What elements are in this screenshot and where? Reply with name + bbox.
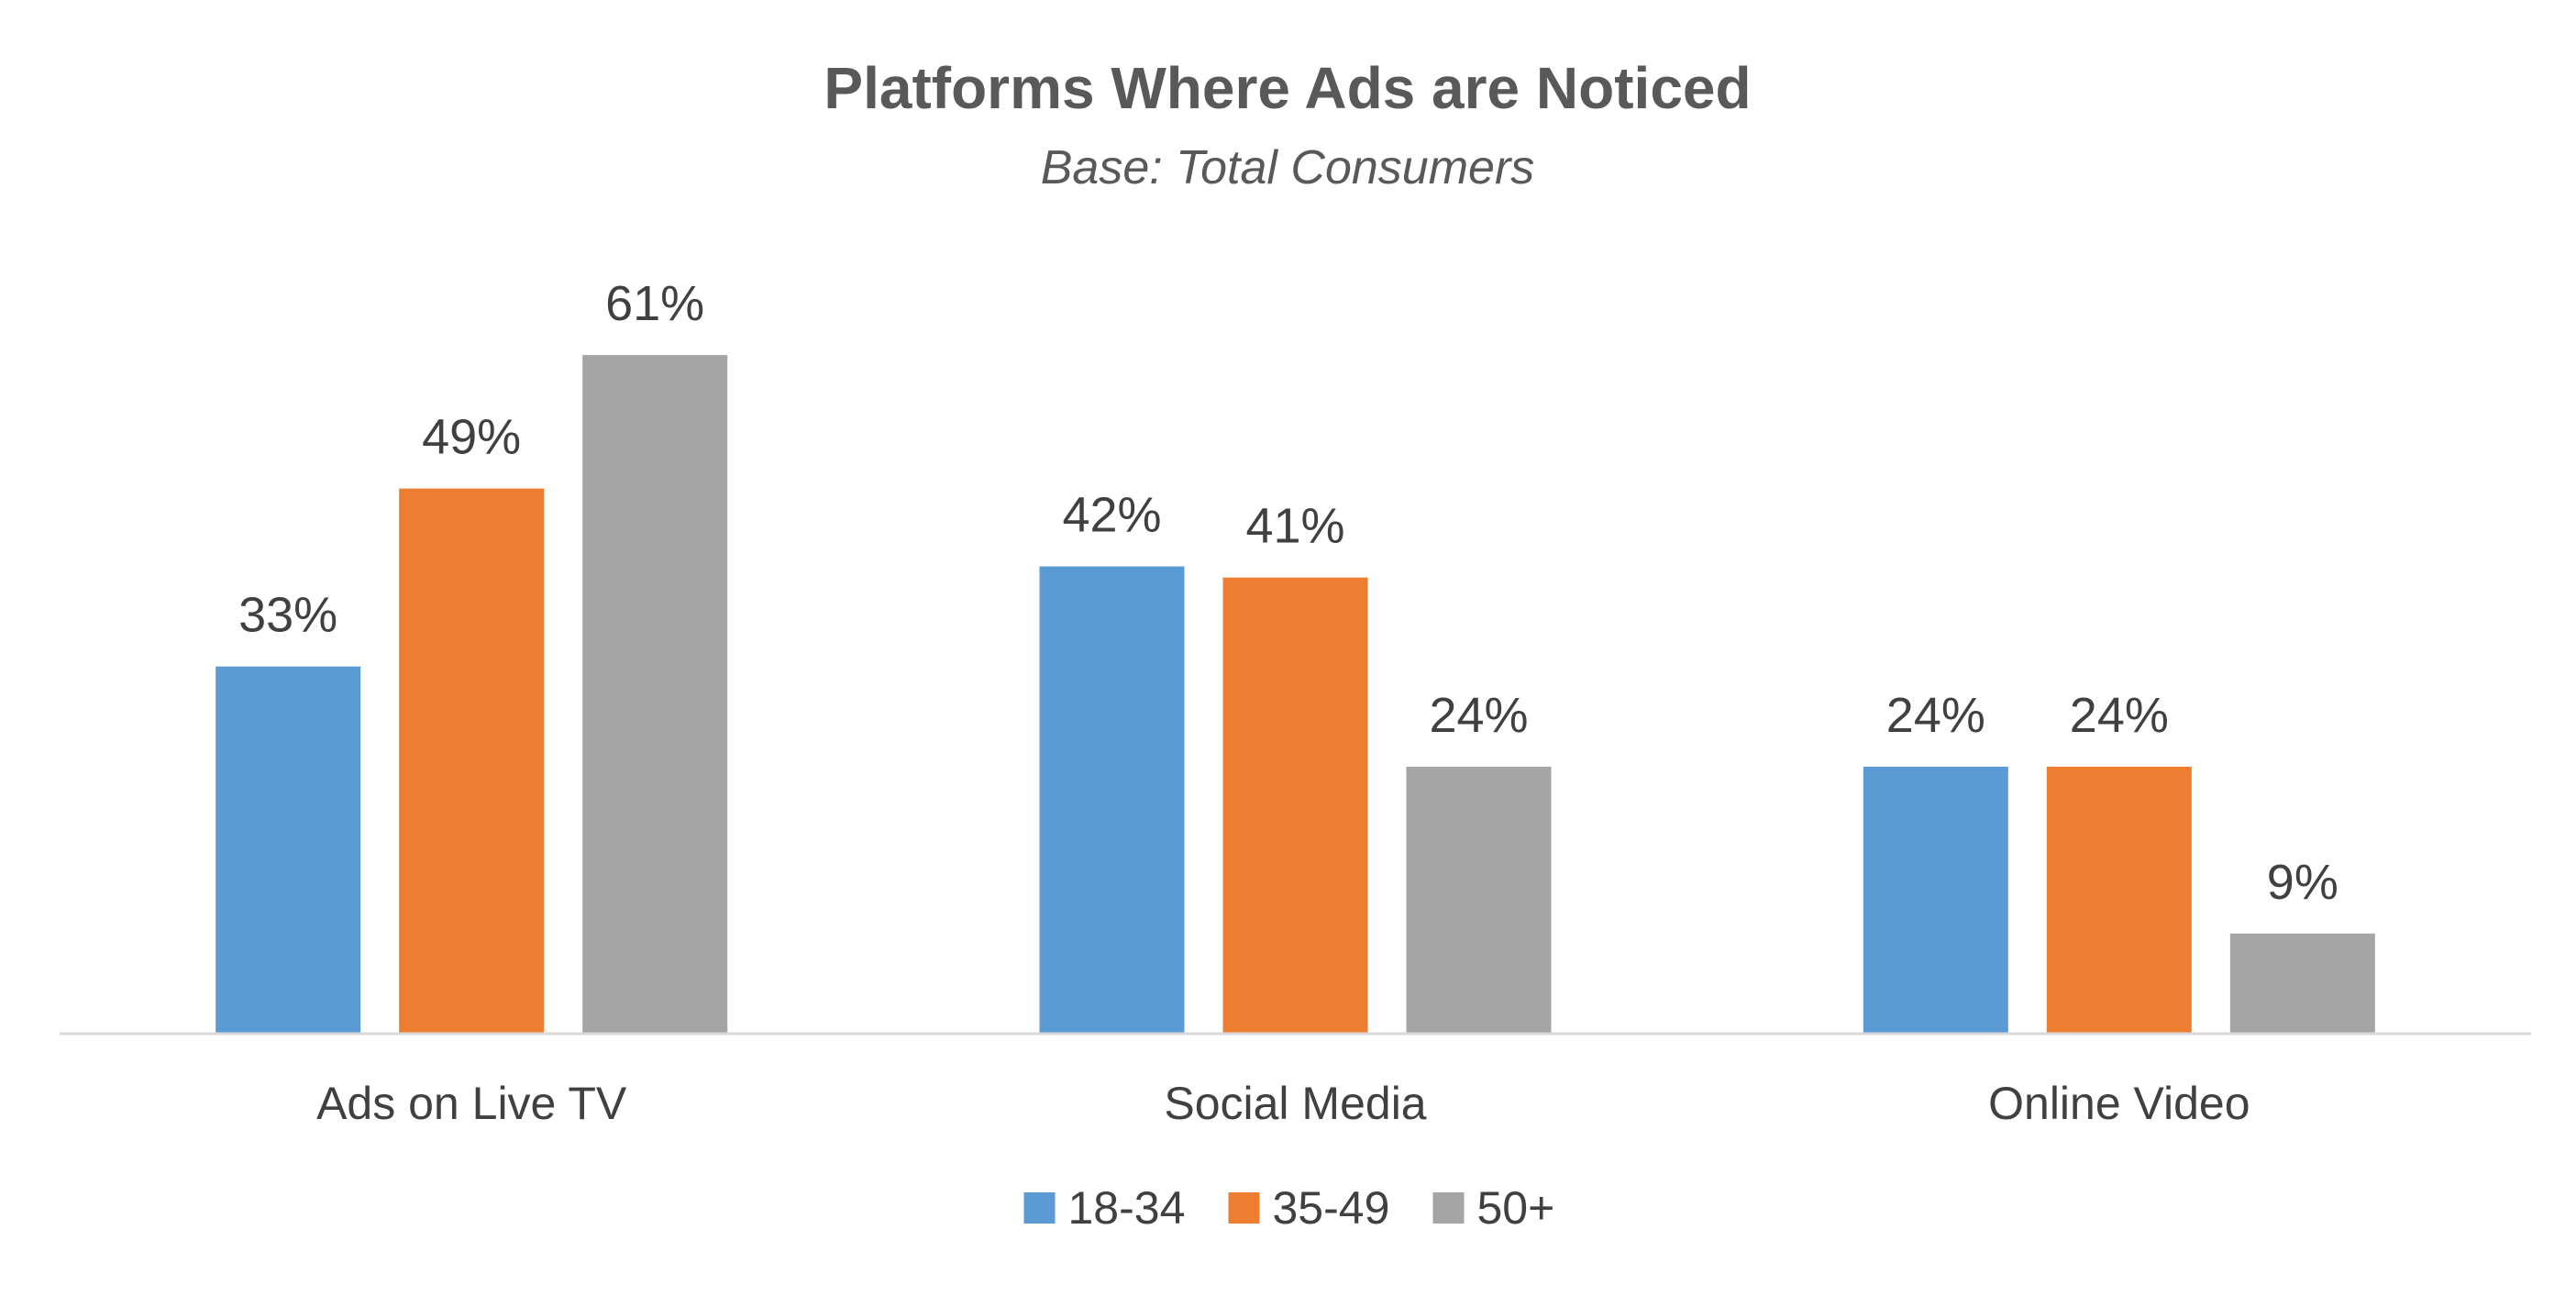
legend-label: 50+ bbox=[1477, 1182, 1555, 1234]
data-labels-layer: 33% 49% 61% 42% 41% 24% 24% 24% 9% bbox=[238, 276, 2338, 910]
data-label: 24% bbox=[1886, 688, 1985, 743]
bar-3549-cat1 bbox=[1222, 577, 1368, 1034]
legend-item: 18-34 bbox=[1023, 1182, 1186, 1234]
legend-swatch bbox=[1023, 1192, 1056, 1224]
legend-item: 35-49 bbox=[1228, 1182, 1390, 1234]
legend: 18-34 35-49 50+ bbox=[1023, 1182, 1555, 1234]
data-label: 24% bbox=[2070, 688, 2169, 743]
bar-50-cat2 bbox=[2229, 933, 2375, 1034]
bar-1834-cat1 bbox=[1039, 566, 1185, 1034]
bar-3549-cat2 bbox=[2046, 766, 2192, 1034]
chart-title: Platforms Where Ads are Noticed bbox=[824, 55, 1751, 121]
data-label: 9% bbox=[2267, 855, 2338, 910]
legend-label: 18-34 bbox=[1068, 1182, 1186, 1234]
category-labels-layer: Ads on Live TV Social Media Online Video bbox=[316, 1078, 2250, 1129]
category-label: Online Video bbox=[1988, 1078, 2250, 1129]
data-label: 41% bbox=[1245, 499, 1344, 554]
legend-swatch bbox=[1432, 1192, 1465, 1224]
data-label: 61% bbox=[605, 276, 704, 331]
bar-50-cat1 bbox=[1406, 766, 1552, 1034]
bars-layer bbox=[216, 355, 2375, 1034]
legend-label: 35-49 bbox=[1273, 1182, 1390, 1234]
legend-item: 50+ bbox=[1432, 1182, 1555, 1234]
category-label: Ads on Live TV bbox=[316, 1078, 627, 1129]
data-label: 33% bbox=[238, 588, 337, 643]
data-label: 42% bbox=[1062, 488, 1161, 543]
category-label: Social Media bbox=[1164, 1078, 1426, 1129]
bar-1834-cat0 bbox=[216, 666, 361, 1034]
bar-50-cat0 bbox=[582, 355, 728, 1034]
chart-subtitle: Base: Total Consumers bbox=[1041, 141, 1535, 194]
data-label: 49% bbox=[422, 410, 521, 465]
data-label: 24% bbox=[1429, 688, 1528, 743]
bar-3549-cat0 bbox=[399, 488, 545, 1034]
legend-swatch bbox=[1228, 1192, 1260, 1224]
bar-1834-cat2 bbox=[1863, 766, 2008, 1034]
